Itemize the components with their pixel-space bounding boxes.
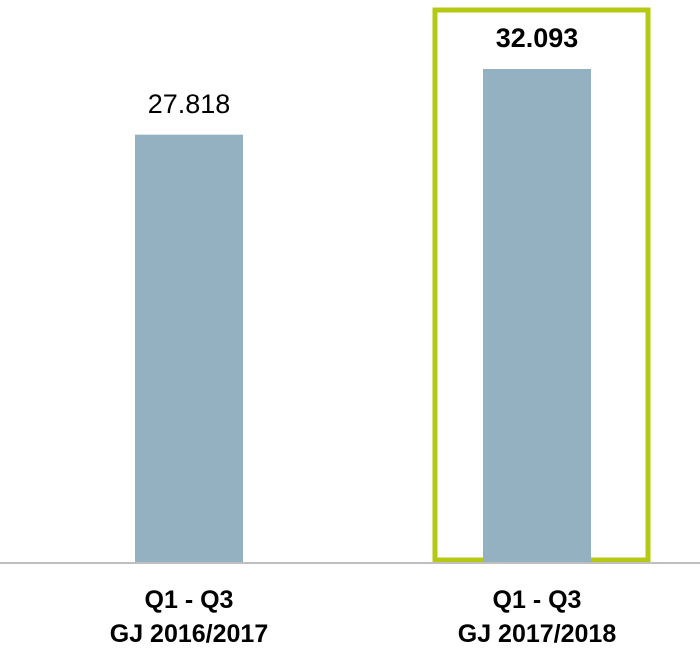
value-label: 27.818 xyxy=(148,89,231,119)
x-tick-label: Q1 - Q3 GJ 2017/2018 xyxy=(457,586,617,648)
bar xyxy=(483,69,591,562)
x-tick-label: Q1 - Q3 GJ 2016/2017 xyxy=(109,586,269,648)
value-label: 32.093 xyxy=(496,23,579,53)
bar xyxy=(135,134,243,562)
